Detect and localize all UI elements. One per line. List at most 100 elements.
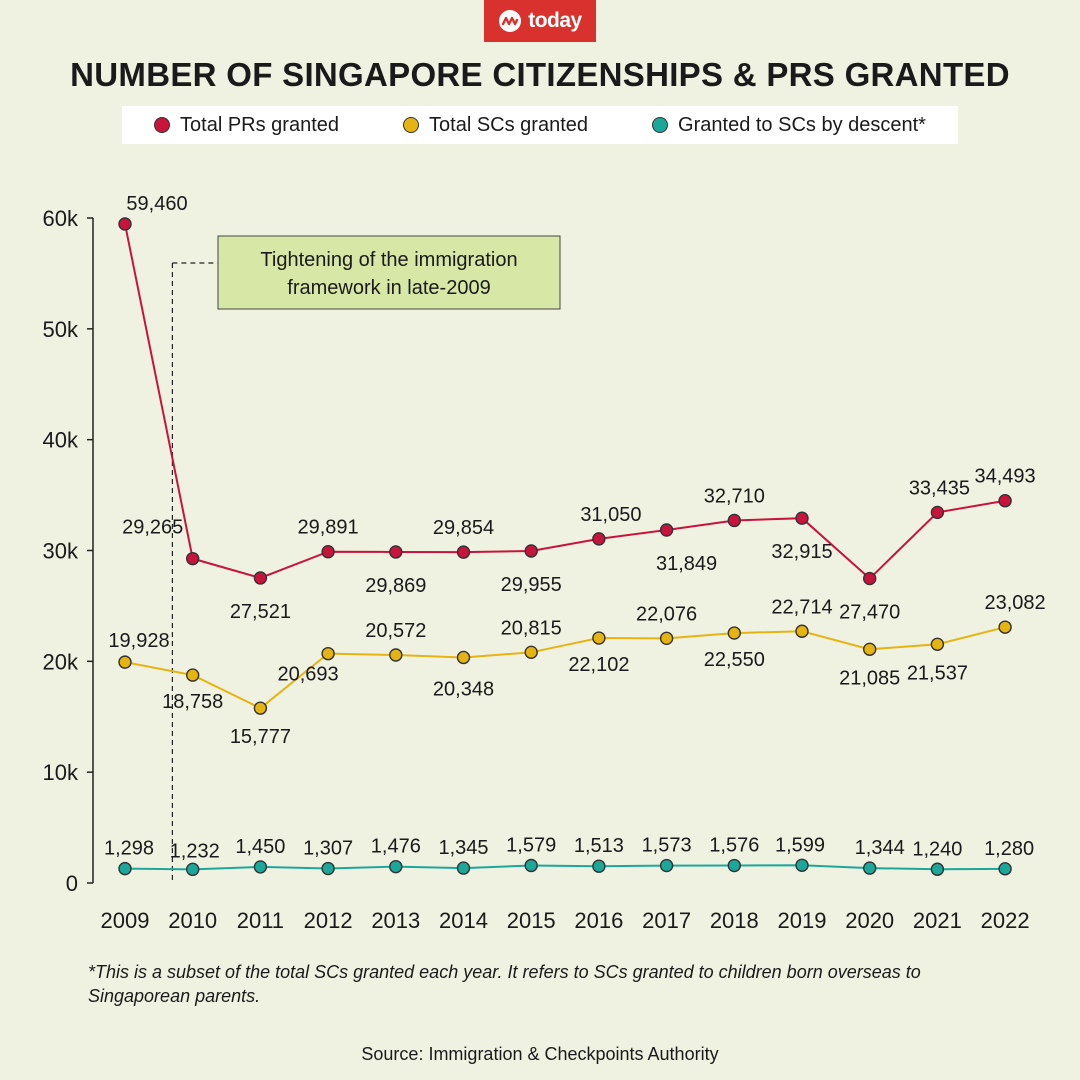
data-point: [389, 545, 403, 559]
x-tick-label: 2018: [710, 908, 759, 933]
data-label: 1,345: [438, 837, 488, 859]
data-label: 1,298: [104, 838, 154, 860]
x-tick-label: 2017: [642, 908, 691, 933]
data-point: [795, 511, 809, 525]
x-tick-label: 2015: [507, 908, 556, 933]
data-point: [998, 620, 1012, 634]
data-label: 29,955: [501, 574, 562, 596]
annotation-text: Tightening of the immigration: [260, 249, 517, 271]
data-point: [389, 648, 403, 662]
data-point: [253, 571, 268, 585]
data-label: 21,085: [839, 667, 900, 689]
data-point: [524, 544, 538, 558]
x-tick-label: 2022: [981, 908, 1030, 933]
line-chart: 0 10k 20k 30k 40k 50k 60k 2009 2010 2011 2012 2013 2…: [43, 193, 1046, 933]
data-label: 20,693: [278, 664, 339, 686]
data-point: [863, 642, 877, 657]
data-label: 18,758: [162, 691, 223, 713]
data-point: [930, 637, 945, 651]
y-tick-label: 30k: [43, 539, 79, 564]
data-point: [118, 655, 132, 669]
x-tick-label: 2019: [778, 908, 827, 933]
data-point: [863, 571, 877, 586]
brand-logo: today: [484, 0, 596, 42]
data-label: 29,854: [433, 517, 494, 539]
x-tick-label: 2011: [237, 908, 284, 933]
data-point: [118, 217, 132, 231]
data-point: [930, 862, 945, 876]
chart-title: NUMBER OF SINGAPORE CITIZENSHIPS & PRS G…: [70, 56, 1010, 93]
data-label: 22,076: [636, 603, 697, 625]
series-line-2: [124, 864, 1006, 871]
data-label: 1,344: [855, 837, 905, 859]
data-point: [592, 859, 606, 873]
data-label: 1,599: [775, 834, 825, 856]
legend-swatch-prs: [154, 117, 171, 133]
x-tick-label: 2020: [845, 908, 894, 933]
data-point: [659, 858, 674, 873]
y-tick-label: 0: [66, 871, 78, 896]
legend-swatch-scs: [403, 117, 420, 133]
x-tick-label: 2016: [574, 908, 623, 933]
y-tick-label: 20k: [43, 649, 79, 674]
legend-item-descent: Granted to SCs by descent*: [652, 114, 926, 137]
data-point: [389, 859, 403, 874]
series-line-0: [124, 223, 1006, 580]
data-label: 1,280: [984, 838, 1034, 860]
y-tick-label: 50k: [43, 317, 79, 342]
x-tick-label: 2009: [101, 908, 150, 933]
data-point: [795, 624, 809, 638]
data-point: [727, 626, 741, 640]
data-label: 29,265: [122, 517, 183, 539]
data-point: [524, 645, 538, 660]
data-point: [795, 858, 809, 872]
data-point: [592, 532, 606, 546]
data-label: 34,493: [975, 466, 1036, 488]
data-label: 20,572: [365, 620, 426, 642]
data-label: 19,928: [108, 630, 169, 652]
data-point: [456, 861, 471, 875]
data-label: 29,869: [365, 575, 426, 597]
data-label: 22,714: [771, 596, 832, 618]
data-label: 27,470: [839, 602, 900, 624]
data-point: [659, 523, 674, 537]
legend-item-scs: Total SCs granted: [403, 114, 588, 137]
y-tick-label: 60k: [43, 206, 79, 231]
annotation-box: [217, 235, 561, 310]
x-tick-label: 2012: [304, 908, 353, 933]
series-line-1: [124, 626, 1006, 710]
legend-swatch-descent: [652, 117, 669, 133]
data-label: 1,573: [642, 835, 692, 857]
x-tick-label: 2010: [168, 908, 217, 933]
legend-item-prs: Total PRs granted: [154, 114, 339, 137]
footnote: *This is a subset of the total SCs grant…: [88, 962, 921, 1006]
data-label: 15,777: [230, 726, 291, 748]
data-label: 23,082: [985, 592, 1046, 614]
data-label: 27,521: [230, 601, 291, 623]
data-point: [592, 631, 606, 645]
legend-label-descent: Granted to SCs by descent*: [678, 113, 926, 136]
data-point: [659, 631, 674, 646]
data-point: [185, 862, 200, 877]
data-label: 1,579: [506, 834, 556, 856]
data-point: [863, 861, 877, 875]
legend-label-prs: Total PRs granted: [180, 113, 339, 136]
data-point: [321, 545, 335, 559]
source-note: Source: Immigration & Checkpoints Author…: [361, 1044, 719, 1064]
data-point: [456, 545, 471, 559]
annotation-text: framework in late-2009: [287, 277, 490, 299]
data-label: 59,460: [126, 193, 187, 215]
data-point: [727, 858, 741, 873]
data-label: 1,307: [303, 838, 353, 860]
data-point: [456, 650, 471, 665]
data-point: [998, 862, 1012, 876]
legend-label-scs: Total SCs granted: [429, 113, 589, 136]
x-tick-label: 2013: [371, 908, 420, 933]
data-label: 1,232: [170, 840, 220, 862]
data-label: 31,849: [656, 553, 717, 575]
data-label: 1,576: [709, 835, 759, 857]
data-point: [185, 668, 200, 682]
data-label: 20,815: [501, 617, 562, 639]
data-label: 1,240: [912, 838, 962, 860]
data-label: 1,476: [371, 836, 421, 858]
